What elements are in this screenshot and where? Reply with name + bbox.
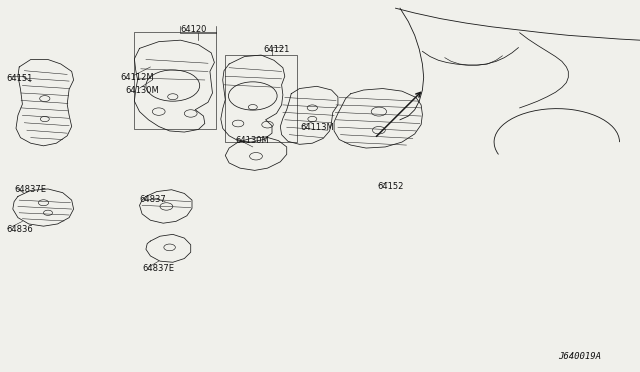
Text: 64837E: 64837E <box>14 185 46 194</box>
Text: J640019A: J640019A <box>559 352 602 361</box>
Text: 64121: 64121 <box>264 45 290 54</box>
Bar <box>134 32 216 129</box>
Text: 64112M: 64112M <box>120 73 154 82</box>
Text: 64113M: 64113M <box>301 123 335 132</box>
Text: 64152: 64152 <box>378 182 404 191</box>
Text: 64151: 64151 <box>6 74 33 83</box>
Text: 64836: 64836 <box>6 225 33 234</box>
Bar <box>225 55 297 142</box>
Text: 64120: 64120 <box>180 25 207 34</box>
Text: 64837: 64837 <box>140 195 166 203</box>
Text: 64130M: 64130M <box>236 136 269 145</box>
Text: 64837E: 64837E <box>142 264 174 273</box>
Text: 64130M: 64130M <box>125 86 159 95</box>
